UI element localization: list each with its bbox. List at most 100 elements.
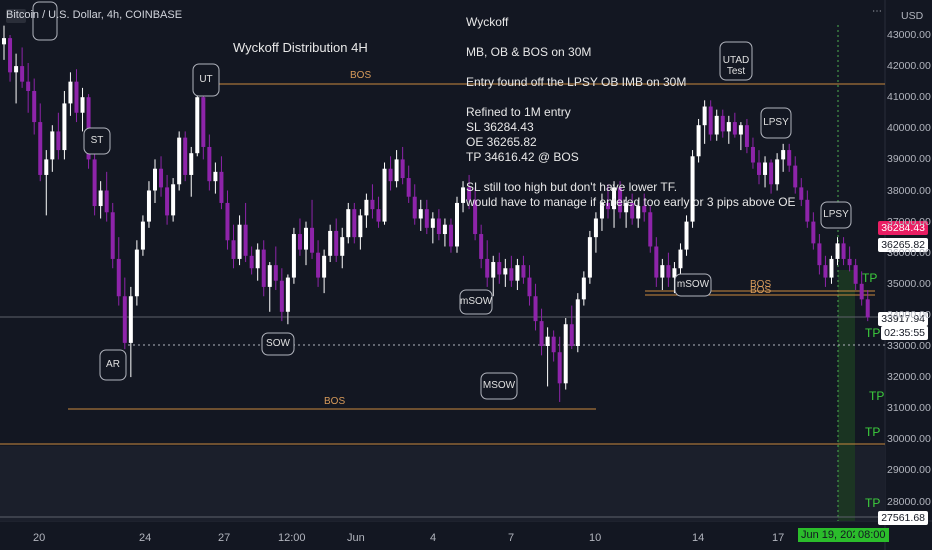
note-line <box>466 165 796 180</box>
note-line: MB, OB & BOS on 30M <box>466 45 592 59</box>
candle-body <box>829 258 834 278</box>
candle-body <box>388 168 393 182</box>
y-tick-label: 40000.00 <box>887 122 931 135</box>
note-line: Wyckoff <box>466 15 509 29</box>
current-price-tag: 33917.94 <box>878 312 928 326</box>
dots-icon[interactable]: ⋯ <box>872 6 882 17</box>
tp-zone <box>838 270 855 521</box>
candle-body <box>146 190 151 222</box>
candle-body <box>225 202 230 241</box>
candle-body <box>255 249 260 269</box>
candle-body <box>56 131 61 151</box>
y-tick-label: 39000.00 <box>887 153 931 166</box>
callout-st[interactable]: ST <box>90 135 104 146</box>
callout-ar[interactable]: AR <box>106 359 120 370</box>
candle-body <box>249 255 254 269</box>
candle-body <box>153 168 157 191</box>
note-line: Entry found off the LPSY OB IMB on 30M <box>466 75 687 89</box>
candle-body <box>811 221 816 244</box>
candle-body <box>775 159 780 185</box>
callout-msow-1[interactable]: mSOW <box>460 296 493 307</box>
candle-body <box>14 66 19 73</box>
candle-body <box>793 165 798 188</box>
candle-body <box>835 243 840 259</box>
tp-label: TP <box>869 389 885 403</box>
candle-body <box>618 187 623 213</box>
candle-body <box>44 159 49 175</box>
callout-ut[interactable]: UT <box>199 74 213 85</box>
candle-body <box>110 212 115 259</box>
tradingview-logo <box>6 9 26 26</box>
candle-body <box>412 196 417 219</box>
candle-body <box>364 199 369 216</box>
candle-body <box>219 171 224 203</box>
candle-body <box>744 125 749 147</box>
candle-body <box>400 159 405 179</box>
candle-body <box>50 131 55 160</box>
candle-body <box>267 265 272 287</box>
candle-body <box>684 221 689 250</box>
tp-label: TP <box>865 496 881 510</box>
y-tick-label: 34000.00 <box>887 308 931 321</box>
bos-label: BOS <box>750 279 772 290</box>
candle-body <box>279 280 284 312</box>
candle-body <box>702 106 707 126</box>
callout-lpsy-1-box <box>760 107 792 139</box>
logo-callout-box <box>32 1 58 41</box>
candle-body <box>666 265 671 278</box>
candle-body <box>297 234 302 250</box>
candle-body <box>859 283 864 300</box>
candle-body <box>261 249 266 287</box>
y-tick-label: 36000.00 <box>887 246 931 259</box>
candle-body <box>720 115 725 132</box>
candle-body <box>310 227 315 253</box>
candle-body <box>467 187 472 200</box>
candle-body <box>461 187 466 203</box>
y-tick-label: 43000.00 <box>887 29 931 41</box>
candle-body <box>865 299 870 318</box>
candle-body <box>642 206 647 213</box>
candle-body <box>195 97 200 154</box>
candle-body <box>165 187 170 216</box>
candle-body <box>2 38 6 45</box>
candle-body <box>20 66 25 82</box>
candle-body <box>328 230 333 256</box>
candle-body <box>569 324 574 346</box>
callout-ar-box <box>99 349 127 381</box>
candle-body <box>527 277 532 297</box>
bos-label: BOS <box>324 396 346 407</box>
x-tick-label: 20 <box>33 532 46 544</box>
callout-msow-2[interactable]: mSOW <box>676 279 710 290</box>
candle-body <box>394 159 399 182</box>
candle-body <box>134 249 139 297</box>
sl-price-tag: 36284.43 <box>878 221 928 235</box>
candle-body <box>370 199 375 210</box>
callout-msow-big[interactable]: MSOW <box>482 380 516 391</box>
candle-body <box>587 237 592 278</box>
candle-body <box>213 171 218 182</box>
candle-body <box>581 277 586 300</box>
candle-body <box>503 268 508 275</box>
callout-lpsy-1[interactable]: LPSY <box>763 117 789 128</box>
y-tick-label: 33000.00 <box>887 340 931 352</box>
candle-body <box>654 246 659 278</box>
callout-msow-1-box <box>459 289 493 315</box>
bos-label: BOS <box>350 70 372 81</box>
candle-body <box>38 122 43 175</box>
callout-sow[interactable]: SOW <box>266 338 290 349</box>
candle-body <box>485 258 490 278</box>
window-controls[interactable]: ⋯ <box>872 6 882 17</box>
candle-body <box>231 240 236 259</box>
symbol-header[interactable]: Bitcoin / U.S. Dollar, 4h, COINBASE <box>6 9 183 21</box>
callout-utad[interactable]: UTAD Test <box>722 55 750 77</box>
callout-lpsy-2[interactable]: LPSY <box>823 209 849 220</box>
candle-body <box>714 115 719 135</box>
candle-body <box>273 265 278 281</box>
candle-body <box>116 258 121 297</box>
y-tick-label: 37000.00 <box>887 215 931 228</box>
tp-label: TP <box>865 425 881 439</box>
x-tick-label: 17 <box>772 532 785 544</box>
candle-body <box>201 97 206 147</box>
candle-body <box>726 122 731 132</box>
